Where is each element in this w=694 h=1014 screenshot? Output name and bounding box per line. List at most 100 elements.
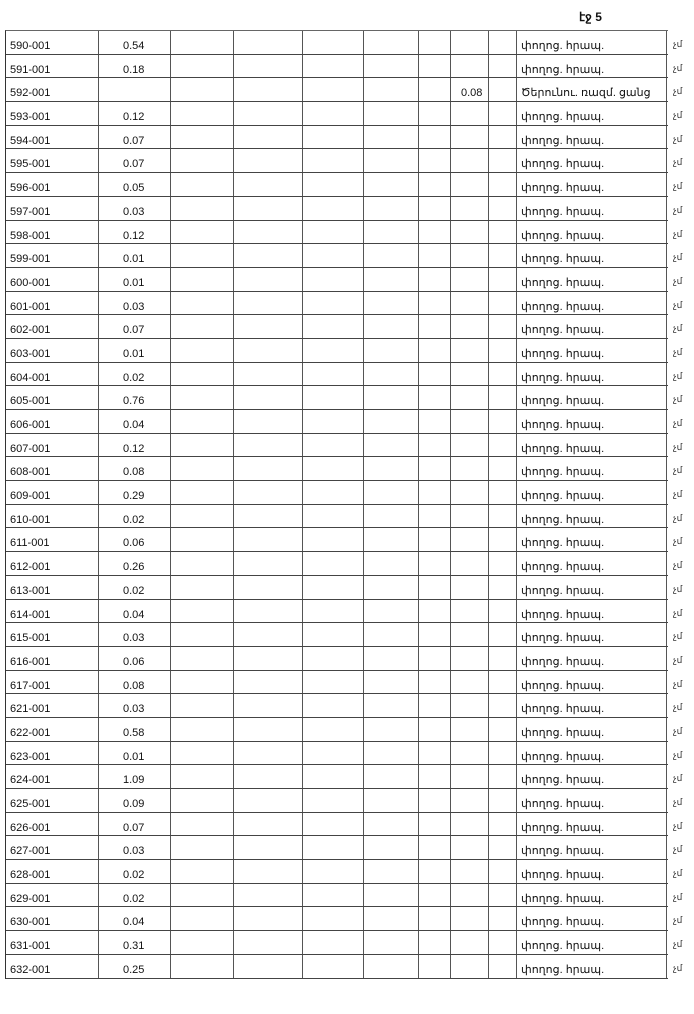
cell-empty bbox=[419, 457, 451, 481]
cell-code: 612-001 bbox=[6, 552, 99, 575]
row-mark: չմ bbox=[673, 939, 683, 950]
cell-desc: փողոց. հրապ. bbox=[517, 670, 667, 694]
cell-empty bbox=[489, 907, 517, 931]
cell-code: 627-001 bbox=[6, 836, 99, 860]
cell-empty bbox=[419, 646, 451, 670]
cell-extra bbox=[451, 220, 489, 244]
cell-empty bbox=[171, 481, 234, 504]
cell-extra bbox=[451, 31, 489, 54]
cell-value: 0.01 bbox=[99, 244, 171, 267]
cell-empty bbox=[364, 528, 419, 552]
cell-extra bbox=[451, 812, 489, 836]
cell-empty bbox=[419, 196, 451, 220]
cell-value: 0.04 bbox=[99, 410, 171, 433]
cell-empty bbox=[489, 954, 517, 978]
cell-empty bbox=[364, 741, 419, 765]
cell-empty bbox=[234, 931, 303, 954]
cell-empty bbox=[234, 31, 303, 54]
cell-empty bbox=[364, 646, 419, 670]
row-mark: չմ bbox=[673, 133, 683, 144]
cell-empty bbox=[234, 291, 303, 315]
cell-empty bbox=[234, 220, 303, 244]
cell-empty bbox=[364, 836, 419, 860]
cell-empty bbox=[489, 410, 517, 433]
cell-empty bbox=[303, 149, 364, 173]
cell-empty bbox=[171, 362, 234, 386]
cell-code: 610-001 bbox=[6, 504, 99, 528]
cell-empty bbox=[234, 765, 303, 788]
row-mark: չմ bbox=[673, 536, 683, 547]
cell-empty bbox=[489, 717, 517, 741]
cell-desc: փողոց. հրապ. bbox=[517, 362, 667, 386]
table-row: 623-001 0.01 փողոց. հրապ. չմ bbox=[6, 741, 682, 766]
cell-desc: փողոց. հրապ. bbox=[517, 386, 667, 409]
table-row: 601-001 0.03 փողոց. հրապ. չմ bbox=[6, 291, 682, 316]
cell-empty bbox=[489, 670, 517, 694]
table-row: 622-001 0.58 փողոց. հրապ. չմ bbox=[6, 717, 682, 742]
cell-desc: փողոց. հրապ. bbox=[517, 860, 667, 883]
cell-value: 0.02 bbox=[99, 860, 171, 883]
cell-desc: փողոց. հրապ. bbox=[517, 338, 667, 362]
cell-empty bbox=[171, 433, 234, 457]
cell-empty bbox=[303, 954, 364, 978]
cell-empty bbox=[303, 457, 364, 481]
cell-empty bbox=[171, 575, 234, 599]
cell-empty bbox=[303, 315, 364, 338]
cell-empty bbox=[171, 54, 234, 78]
cell-value: 0.09 bbox=[99, 789, 171, 812]
cell-value: 0.26 bbox=[99, 552, 171, 575]
row-mark: չմ bbox=[673, 725, 683, 736]
cell-empty bbox=[489, 78, 517, 102]
cell-empty bbox=[171, 670, 234, 694]
cell-desc: փողոց. հրապ. bbox=[517, 883, 667, 907]
cell-value: 0.02 bbox=[99, 575, 171, 599]
row-mark: չմ bbox=[673, 86, 683, 97]
cell-empty bbox=[419, 954, 451, 978]
cell-empty bbox=[489, 528, 517, 552]
row-mark: չմ bbox=[673, 62, 683, 73]
cell-empty bbox=[303, 267, 364, 291]
cell-empty bbox=[489, 125, 517, 149]
cell-empty bbox=[489, 741, 517, 765]
cell-empty bbox=[489, 789, 517, 812]
cell-extra bbox=[451, 575, 489, 599]
row-mark: չմ bbox=[673, 181, 683, 192]
cell-value: 0.01 bbox=[99, 338, 171, 362]
table-row: 607-001 0.12 փողոց. հրապ. չմ bbox=[6, 433, 682, 458]
cell-empty bbox=[489, 386, 517, 409]
cell-code: 624-001 bbox=[6, 765, 99, 788]
cell-desc: փողոց. հրապ. bbox=[517, 196, 667, 220]
cell-empty bbox=[171, 931, 234, 954]
cell-code: 596-001 bbox=[6, 173, 99, 196]
cell-empty bbox=[489, 552, 517, 575]
cell-empty bbox=[489, 291, 517, 315]
cell-value: 0.08 bbox=[99, 670, 171, 694]
cell-empty bbox=[234, 694, 303, 717]
cell-extra bbox=[451, 267, 489, 291]
cell-extra bbox=[451, 481, 489, 504]
cell-extra bbox=[451, 386, 489, 409]
table-row: 617-001 0.08 փողոց. հրապ. չմ bbox=[6, 670, 682, 695]
cell-extra bbox=[451, 765, 489, 788]
cell-extra bbox=[451, 623, 489, 646]
cell-empty bbox=[419, 291, 451, 315]
cell-value: 0.12 bbox=[99, 102, 171, 125]
cell-desc: փողոց. հրապ. bbox=[517, 599, 667, 623]
cell-empty bbox=[303, 31, 364, 54]
cell-desc: փողոց. հրապ. bbox=[517, 315, 667, 338]
cell-value: 0.18 bbox=[99, 54, 171, 78]
cell-empty bbox=[234, 741, 303, 765]
cell-extra bbox=[451, 362, 489, 386]
cell-empty bbox=[419, 883, 451, 907]
cell-value: 0.03 bbox=[99, 694, 171, 717]
table-row: 614-001 0.04 փողոց. հրապ. չմ bbox=[6, 599, 682, 624]
cell-empty bbox=[364, 149, 419, 173]
cell-empty bbox=[303, 741, 364, 765]
row-mark: չմ bbox=[673, 512, 683, 523]
cell-empty bbox=[419, 386, 451, 409]
cell-empty bbox=[364, 31, 419, 54]
cell-empty bbox=[171, 528, 234, 552]
cell-extra bbox=[451, 457, 489, 481]
cell-extra bbox=[451, 860, 489, 883]
cell-extra bbox=[451, 646, 489, 670]
